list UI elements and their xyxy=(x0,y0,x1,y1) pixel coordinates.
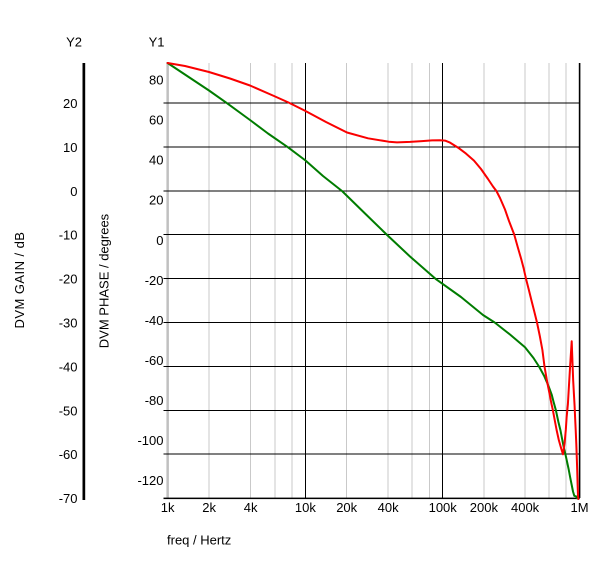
svg-text:-70: -70 xyxy=(59,491,78,506)
svg-text:-80: -80 xyxy=(145,393,164,408)
svg-text:40: 40 xyxy=(149,153,163,168)
svg-text:0: 0 xyxy=(70,184,77,199)
svg-text:DVM PHASE / degrees: DVM PHASE / degrees xyxy=(97,213,112,348)
svg-text:-10: -10 xyxy=(59,228,78,243)
svg-text:10: 10 xyxy=(63,140,77,155)
svg-text:DVM GAIN / dB: DVM GAIN / dB xyxy=(12,232,27,329)
svg-text:200k: 200k xyxy=(470,500,499,515)
svg-text:freq / Hertz: freq / Hertz xyxy=(167,533,231,548)
svg-text:400k: 400k xyxy=(511,500,540,515)
svg-text:1M: 1M xyxy=(570,500,588,515)
svg-text:60: 60 xyxy=(149,113,163,128)
svg-text:-30: -30 xyxy=(59,316,78,331)
svg-text:Y2: Y2 xyxy=(66,35,82,50)
svg-text:100k: 100k xyxy=(429,500,458,515)
svg-text:-100: -100 xyxy=(137,433,163,448)
svg-text:-60: -60 xyxy=(59,447,78,462)
svg-text:10k: 10k xyxy=(295,500,316,515)
svg-text:0: 0 xyxy=(156,233,163,248)
svg-text:2k: 2k xyxy=(202,500,216,515)
svg-text:1k: 1k xyxy=(161,500,175,515)
svg-text:-40: -40 xyxy=(145,313,164,328)
svg-text:80: 80 xyxy=(149,73,163,88)
svg-text:Y1: Y1 xyxy=(149,35,165,50)
svg-text:4k: 4k xyxy=(244,500,258,515)
svg-text:-20: -20 xyxy=(145,273,164,288)
svg-text:-120: -120 xyxy=(137,473,163,488)
svg-text:20k: 20k xyxy=(336,500,357,515)
svg-text:20: 20 xyxy=(63,96,77,111)
svg-text:20: 20 xyxy=(149,193,163,208)
svg-text:-50: -50 xyxy=(59,403,78,418)
svg-text:-20: -20 xyxy=(59,272,78,287)
svg-text:-40: -40 xyxy=(59,359,78,374)
svg-text:-60: -60 xyxy=(145,353,164,368)
svg-text:40k: 40k xyxy=(378,500,399,515)
